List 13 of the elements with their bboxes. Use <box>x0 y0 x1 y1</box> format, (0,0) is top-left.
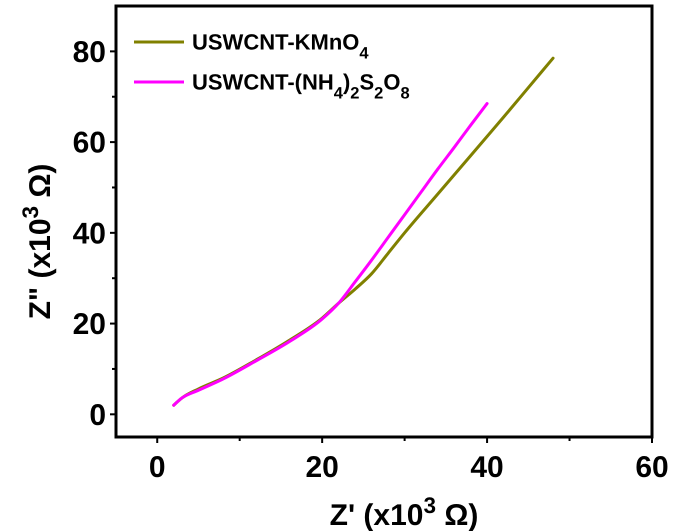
x-tick-label: 0 <box>148 451 166 484</box>
line-series <box>172 102 489 407</box>
x-tick-label: 40 <box>470 451 504 484</box>
y-tick-label: 0 <box>89 398 106 432</box>
legend-label: USWCNT-KMnO$_{4}$ <box>192 30 370 63</box>
y-tick-label: 20 <box>72 308 106 342</box>
y-tick-label: 40 <box>72 217 106 250</box>
y-tick-label: 60 <box>72 126 106 160</box>
x-axis-title: Z' (x10$^{3}$ Ω) <box>330 492 478 531</box>
legend-label: USWCNT-(NH$_{4}$)$_{2}$S$_{2}$O$_{8}$ <box>192 70 410 103</box>
x-tick-label: 60 <box>635 451 669 484</box>
x-tick-label: 20 <box>305 451 339 484</box>
y-tick-label: 80 <box>72 36 106 69</box>
